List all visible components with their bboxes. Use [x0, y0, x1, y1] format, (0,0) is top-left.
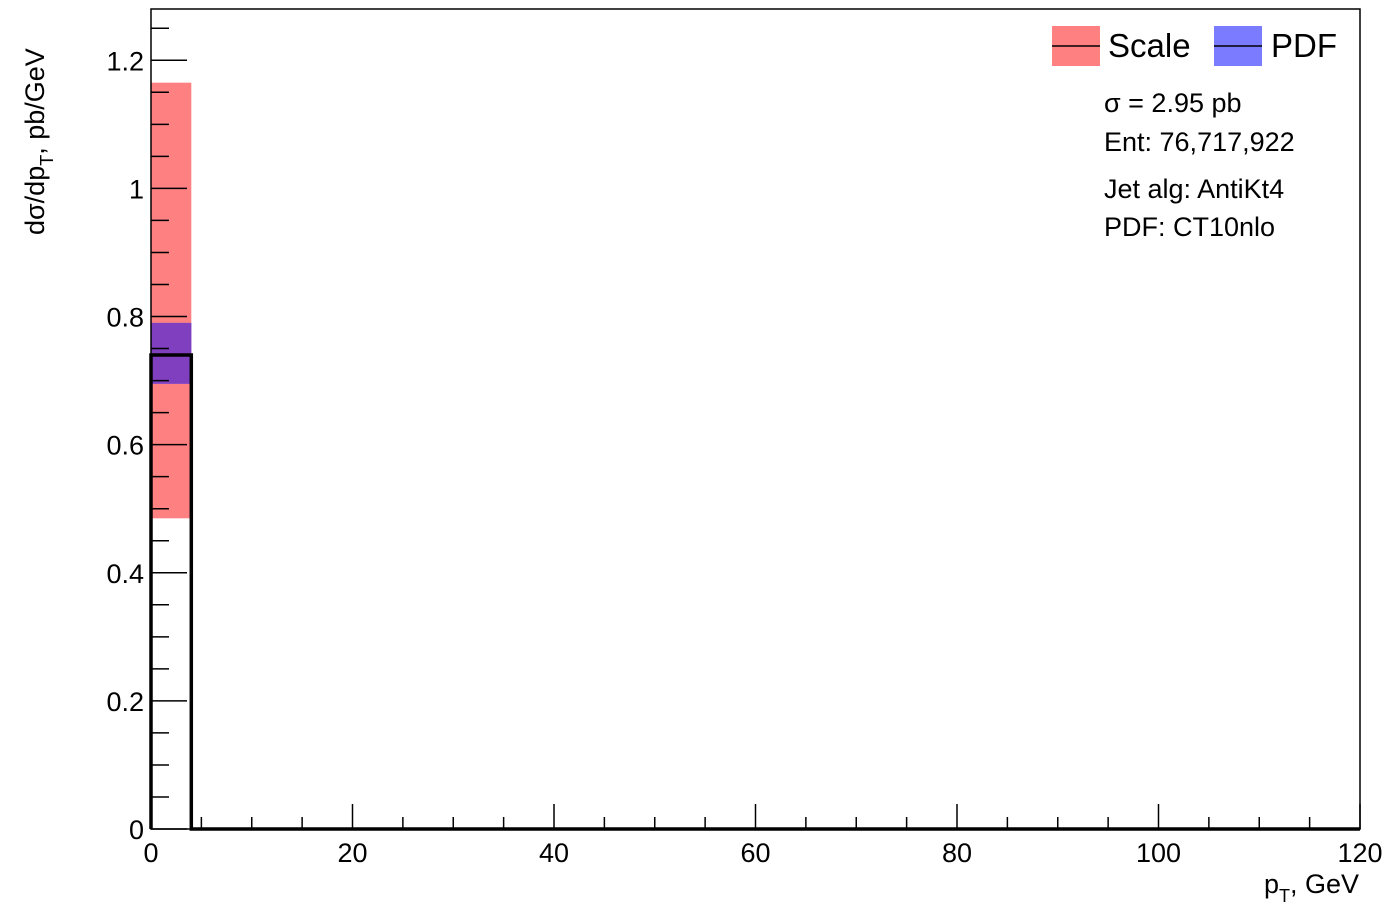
- legend-label-pdf: PDF: [1271, 27, 1337, 64]
- y-axis-label: dσ/dpT, pb/GeV: [20, 48, 57, 235]
- x-axis: 0 20 40 60 80 100 120: [143, 804, 1383, 868]
- legend-entry-scale: Scale: [1052, 26, 1191, 66]
- y-tick-label: 1: [129, 174, 144, 204]
- x-tick-label: 100: [1136, 838, 1181, 868]
- x-tick-label: 40: [539, 838, 569, 868]
- x-tick-label: 20: [337, 838, 367, 868]
- legend-label-scale: Scale: [1108, 27, 1191, 64]
- scale-band-bin-0: [151, 82, 192, 519]
- y-tick-label: 1.2: [106, 46, 144, 76]
- y-tick-label: 0.2: [106, 687, 144, 717]
- y-tick-label: 0.6: [106, 431, 144, 461]
- x-tick-label: 0: [143, 838, 158, 868]
- histogram-line: [149, 353, 1360, 831]
- histogram: [149, 353, 1360, 831]
- annotation-jet-algorithm: Jet alg: AntiKt4: [1104, 174, 1284, 204]
- y-axis: 0 0.2 0.4 0.6 0.8 1 1.2: [106, 27, 187, 845]
- x-tick-label: 120: [1337, 838, 1382, 868]
- uncertainty-bands: [151, 82, 192, 519]
- annotation-pdf-set: PDF: CT10nlo: [1104, 212, 1275, 242]
- legend-entry-pdf: PDF: [1214, 26, 1337, 66]
- x-tick-label: 60: [740, 838, 770, 868]
- x-axis-label: pT, GeV: [1264, 869, 1359, 906]
- x-tick-label: 80: [942, 838, 972, 868]
- y-tick-label: 0.8: [106, 303, 144, 333]
- y-tick-label: 0.4: [106, 559, 144, 589]
- annotation-entries: Ent: 76,717,922: [1104, 127, 1295, 157]
- annotations: σ = 2.95 pb Ent: 76,717,922 Jet alg: Ant…: [1104, 88, 1295, 242]
- annotation-cross-section: σ = 2.95 pb: [1104, 88, 1242, 118]
- y-tick-label: 0: [129, 815, 144, 845]
- legend: Scale PDF: [1052, 26, 1337, 66]
